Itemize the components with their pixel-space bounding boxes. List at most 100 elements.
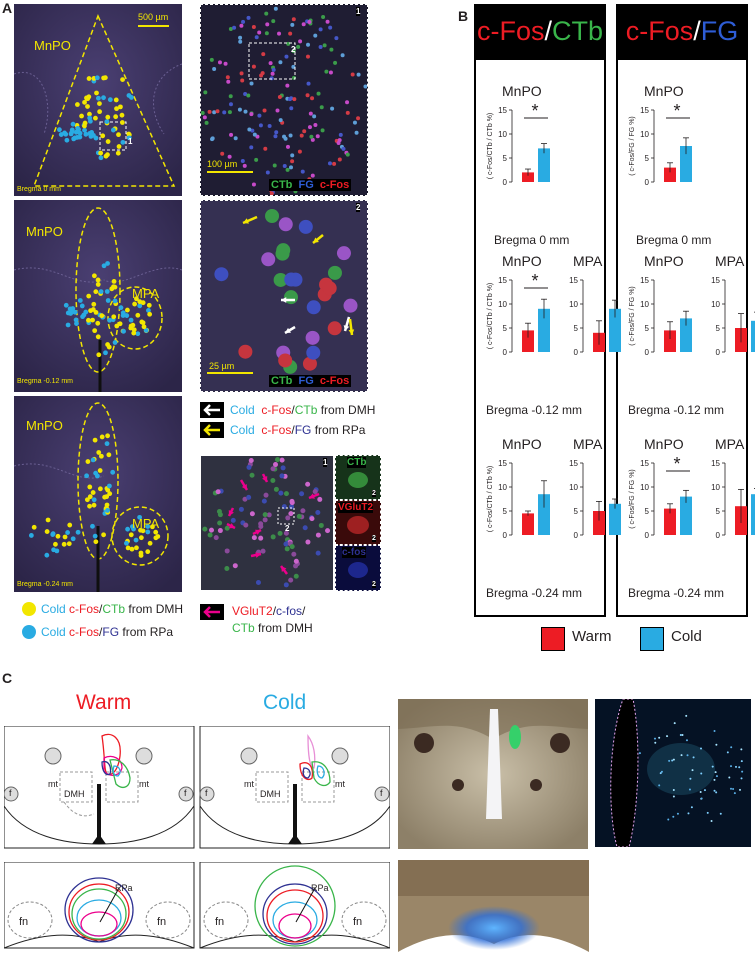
micro-2-channels: CTb FG c-Fos — [269, 375, 352, 387]
bar-warm — [664, 167, 676, 182]
slice-3-region2-label: MPA — [132, 516, 160, 531]
tile-ctb-num: 2 — [372, 490, 376, 497]
tile-cfos-image: c-fos 2 — [335, 545, 381, 591]
micro-2-number: 2 — [356, 203, 361, 212]
slice-3-overlay — [14, 396, 182, 592]
chart-title: MnPO — [644, 83, 684, 99]
legend-cold-swatch — [640, 627, 664, 651]
dmh-diagrams — [4, 726, 390, 849]
pointer-arrowhead — [255, 529, 261, 535]
significance-star: * — [673, 101, 680, 121]
y-tick-label: 0 — [574, 348, 579, 357]
y-tick-label: 15 — [640, 276, 649, 285]
rpa-diagrams — [4, 862, 390, 949]
chart-title: MPA — [715, 436, 745, 452]
chart-title: MnPO — [502, 83, 542, 99]
y-axis-label: ( c-Fos/CTb / CTb %) — [487, 113, 494, 180]
c-cold-title: Cold — [263, 691, 307, 714]
bar-cold — [680, 318, 692, 352]
warm-mt-left: mt — [48, 779, 58, 789]
bar-cold — [538, 308, 550, 352]
y-tick-label: 10 — [640, 483, 649, 492]
pointer-arrowhead — [348, 329, 355, 335]
y-tick-label: 5 — [503, 154, 508, 163]
chart-title: MPA — [573, 253, 603, 269]
y-tick-label: 10 — [498, 130, 507, 139]
warm-fn-right: fn — [157, 916, 167, 928]
micro-3-number: 1 — [323, 458, 328, 467]
chart-title: MPA — [715, 253, 745, 269]
cold-mt-left: mt — [244, 779, 254, 789]
slice-bregma-012-image: MnPO MPA Bregma -0.12 mm — [14, 200, 182, 392]
tile-ctb-label: CTb — [347, 457, 367, 468]
y-tick-label: 10 — [569, 483, 578, 492]
pointer-arrowhead — [313, 237, 319, 243]
chart-title: MnPO — [644, 253, 684, 269]
y-tick-label: 0 — [503, 531, 508, 540]
chart-title: MnPO — [644, 436, 684, 452]
y-tick-label: 15 — [711, 459, 720, 468]
pointer-arrowhead — [285, 327, 291, 333]
panel-label-b: B — [458, 8, 469, 24]
bar-cold — [609, 308, 621, 352]
warm-rpa-label: RPa — [115, 883, 133, 893]
cold-f-left: f — [205, 788, 208, 798]
arrow-legend-icons — [200, 402, 224, 438]
pointer-arrowhead — [243, 218, 249, 224]
y-tick-label: 0 — [716, 348, 721, 357]
bar-chart-7: MPA 0 5 10 15 — [569, 436, 621, 540]
legend-yellow-dot — [22, 602, 36, 616]
y-tick-label: 15 — [569, 459, 578, 468]
y-tick-label: 5 — [645, 154, 650, 163]
y-tick-label: 0 — [716, 531, 721, 540]
legend-blue-dot — [22, 625, 36, 639]
y-tick-label: 15 — [498, 459, 507, 468]
bar-cold — [609, 503, 621, 535]
y-tick-label: 15 — [640, 106, 649, 115]
bar-cold — [538, 148, 550, 182]
bar-chart-8: MnPO 0 5 10 15 ( c-Fos/FG / FG %) * — [629, 436, 692, 540]
bar-chart-5: MPA 0 5 10 15 — [711, 253, 755, 357]
slice-3-bregma-label: Bregma -0.24 mm — [17, 581, 74, 588]
micrograph-vglut2-image: 1 2 — [200, 455, 334, 591]
y-axis-label: ( c-Fos/FG / FG %) — [629, 469, 636, 529]
bar-charts: MnPO 0 5 10 15 ( c-Fos/CTb / CTb %) * MnPO 0 5 10 1… — [487, 83, 755, 540]
y-tick-label: 5 — [503, 507, 508, 516]
chart-title: MnPO — [502, 253, 542, 269]
bar-chart-9: MPA 0 5 10 15 — [711, 436, 755, 540]
y-tick-label: 0 — [645, 531, 650, 540]
panel-b-right-header: c-Fos/FG — [616, 4, 748, 60]
y-tick-label: 5 — [716, 324, 721, 333]
bar-chart-1: MnPO 0 5 10 15 ( c-Fos/FG / FG %) * — [629, 83, 692, 187]
y-tick-label: 10 — [498, 300, 507, 309]
y-tick-label: 5 — [716, 507, 721, 516]
bar-warm — [522, 513, 534, 535]
slice-2-overlay — [14, 200, 182, 392]
y-tick-label: 15 — [569, 276, 578, 285]
y-tick-label: 10 — [569, 300, 578, 309]
micrograph-3-overlay — [201, 456, 333, 590]
y-tick-label: 0 — [645, 348, 650, 357]
micro-1-number: 1 — [356, 7, 361, 16]
y-axis-label: ( c-Fos/CTb / CTb %) — [487, 283, 494, 350]
panel-label-c: C — [2, 670, 13, 686]
tile-vglut2-num: 2 — [372, 535, 376, 542]
bar-chart-6: MnPO 0 5 10 15 ( c-Fos/CTb / CTb %) — [487, 436, 550, 540]
slice-1-overlay — [14, 4, 182, 196]
y-tick-label: 0 — [503, 178, 508, 187]
bar-cold — [538, 494, 550, 535]
pointer-arrowhead — [228, 510, 234, 516]
c-warm-title: Warm — [76, 691, 132, 714]
warm-dmh-label: DMH — [64, 789, 85, 799]
tile-cfos-num: 2 — [372, 581, 376, 588]
pointer-arrowhead — [262, 476, 268, 482]
y-tick-label: 15 — [498, 106, 507, 115]
y-tick-label: 5 — [645, 324, 650, 333]
y-tick-label: 5 — [574, 507, 579, 516]
micro-1-channels: CTb FG c-Fos — [269, 179, 352, 191]
cold-f-right: f — [380, 788, 383, 798]
bar-chart-0: MnPO 0 5 10 15 ( c-Fos/CTb / CTb %) * — [487, 83, 550, 187]
slice-1-region-label: MnPO — [34, 38, 71, 53]
slice-2-bregma-label: Bregma -0.12 mm — [17, 378, 74, 385]
bar-cold — [751, 494, 755, 535]
